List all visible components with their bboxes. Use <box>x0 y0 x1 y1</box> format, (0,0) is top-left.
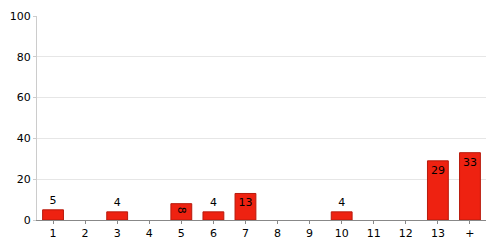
svg-text:3: 3 <box>114 227 121 240</box>
svg-text:5: 5 <box>50 194 57 207</box>
svg-text:4: 4 <box>114 196 121 209</box>
svg-text:6: 6 <box>210 227 217 240</box>
svg-text:4: 4 <box>210 196 217 209</box>
svg-text:9: 9 <box>306 227 313 240</box>
svg-text:8: 8 <box>274 227 281 240</box>
svg-text:12: 12 <box>399 227 413 240</box>
svg-text:2: 2 <box>82 227 89 240</box>
svg-text:+: + <box>465 227 474 240</box>
svg-text:8: 8 <box>175 207 188 214</box>
svg-text:29: 29 <box>431 164 445 177</box>
svg-text:4: 4 <box>338 196 345 209</box>
svg-text:13: 13 <box>431 227 445 240</box>
svg-text:7: 7 <box>242 227 249 240</box>
svg-text:40: 40 <box>17 132 31 145</box>
svg-text:1: 1 <box>50 227 57 240</box>
svg-text:5: 5 <box>178 227 185 240</box>
svg-text:10: 10 <box>335 227 349 240</box>
svg-text:0: 0 <box>24 214 31 227</box>
svg-text:20: 20 <box>17 173 31 186</box>
svg-text:11: 11 <box>367 227 381 240</box>
svg-text:100: 100 <box>10 10 31 23</box>
svg-text:13: 13 <box>238 196 252 209</box>
svg-text:4: 4 <box>146 227 153 240</box>
svg-text:60: 60 <box>17 91 31 104</box>
svg-text:80: 80 <box>17 51 31 64</box>
svg-text:33: 33 <box>463 156 477 169</box>
